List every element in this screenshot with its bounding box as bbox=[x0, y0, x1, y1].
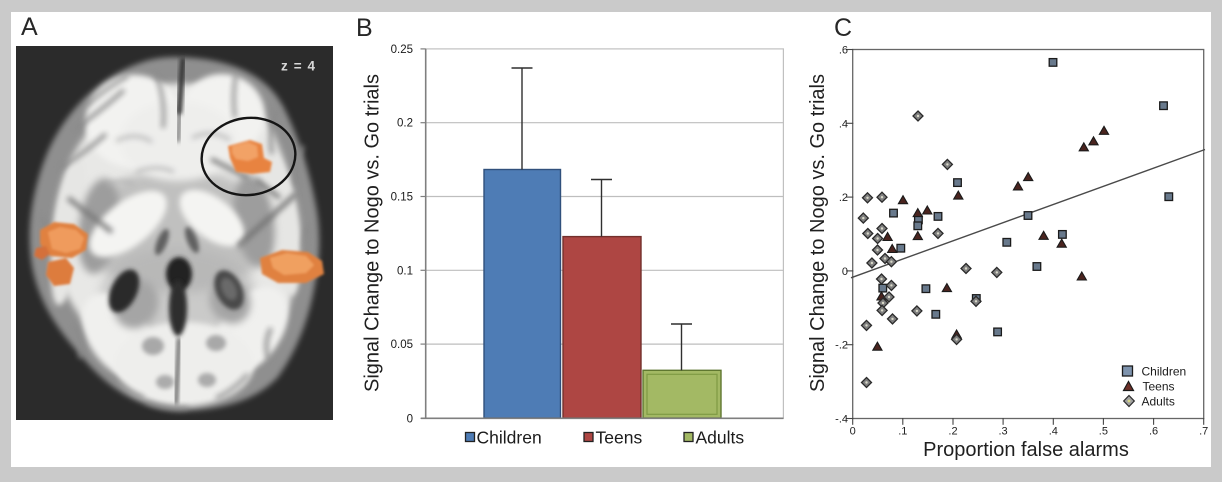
svg-text:0.1: 0.1 bbox=[397, 265, 413, 277]
svg-text:.4: .4 bbox=[839, 118, 848, 130]
svg-text:0: 0 bbox=[407, 413, 413, 425]
svg-text:Signal Change to Nogo vs. Go t: Signal Change to Nogo vs. Go trials bbox=[807, 74, 829, 392]
svg-text:.1: .1 bbox=[898, 426, 907, 438]
svg-text:0.2: 0.2 bbox=[397, 118, 413, 130]
svg-text:Children: Children bbox=[477, 428, 542, 448]
svg-text:0: 0 bbox=[850, 426, 856, 438]
svg-text:Proportion false alarms: Proportion false alarms bbox=[923, 439, 1129, 461]
svg-text:z = 4: z = 4 bbox=[281, 59, 316, 74]
svg-text:Adults: Adults bbox=[1142, 395, 1175, 409]
svg-text:0: 0 bbox=[842, 266, 848, 278]
svg-text:.4: .4 bbox=[1049, 426, 1058, 438]
svg-text:.6: .6 bbox=[1149, 426, 1158, 438]
svg-text:.6: .6 bbox=[839, 45, 848, 57]
svg-text:Signal Change to Nogo vs. Go t: Signal Change to Nogo vs. Go trials bbox=[362, 74, 384, 392]
svg-text:.3: .3 bbox=[999, 426, 1008, 438]
svg-text:Teens: Teens bbox=[596, 428, 643, 448]
svg-text:-.4: -.4 bbox=[835, 414, 848, 426]
svg-text:Children: Children bbox=[1142, 365, 1187, 379]
svg-text:.5: .5 bbox=[1099, 426, 1108, 438]
svg-text:.7: .7 bbox=[1199, 426, 1208, 438]
svg-text:Teens: Teens bbox=[1143, 380, 1175, 394]
svg-text:0.05: 0.05 bbox=[391, 339, 413, 351]
svg-text:.2: .2 bbox=[839, 192, 848, 204]
svg-text:Adults: Adults bbox=[696, 428, 745, 448]
svg-text:0.15: 0.15 bbox=[391, 192, 413, 204]
svg-text:0.25: 0.25 bbox=[391, 44, 413, 56]
svg-text:.2: .2 bbox=[948, 426, 957, 438]
svg-text:-.2: -.2 bbox=[835, 340, 848, 352]
